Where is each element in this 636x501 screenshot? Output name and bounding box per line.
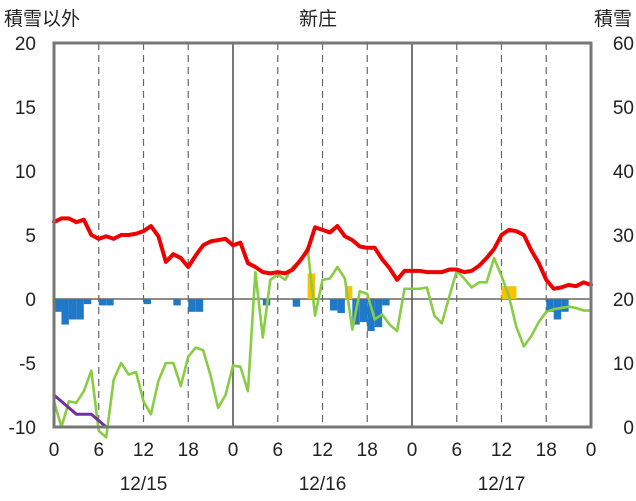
bar (508, 286, 517, 299)
x-tick-label: 0 (586, 440, 597, 461)
x-tick-label: 12 (133, 440, 154, 461)
bar (76, 299, 84, 320)
x-tick-label: 18 (357, 440, 378, 461)
right-tick-label: 40 (613, 162, 634, 183)
date-label: 12/17 (478, 474, 526, 495)
x-tick-label: 0 (407, 440, 418, 461)
left-axis-label: 積雪以外 (4, 8, 80, 30)
x-tick-label: 6 (93, 440, 104, 461)
left-tick-label: -5 (19, 354, 36, 375)
bar (98, 299, 107, 306)
chart-title: 新庄 (299, 8, 337, 30)
bar (501, 286, 509, 299)
x-tick-label: 6 (272, 440, 283, 461)
x-tick-label: 12 (312, 440, 333, 461)
series-line-snow_depth (52, 393, 593, 429)
right-tick-label: 10 (613, 354, 634, 375)
right-tick-label: 60 (613, 34, 634, 55)
bar (83, 299, 92, 305)
bar (546, 299, 554, 312)
bar (561, 299, 569, 312)
right-tick-label: 30 (613, 226, 634, 247)
series-line-dewpoint_or_other (52, 246, 593, 439)
x-tick-label: 12 (491, 440, 512, 461)
bar (382, 299, 390, 306)
left-tick-label: 5 (25, 226, 36, 247)
x-tick-label: 18 (536, 440, 557, 461)
bar (106, 299, 114, 306)
right-tick-label: 50 (613, 98, 634, 119)
bar (329, 299, 338, 311)
left-tick-label: 0 (25, 290, 36, 311)
right-tick-label: 0 (623, 418, 634, 439)
left-tick-label: 15 (15, 98, 36, 119)
bar (374, 299, 383, 328)
x-tick-label: 0 (49, 440, 60, 461)
x-tick-label: 6 (451, 440, 462, 461)
bar (337, 299, 345, 314)
x-tick-label: 18 (178, 440, 199, 461)
date-label: 12/16 (299, 474, 347, 495)
bar (195, 299, 204, 312)
bar (68, 299, 77, 320)
bar (54, 299, 62, 312)
left-tick-label: -10 (9, 418, 36, 439)
bar (143, 299, 151, 305)
right-tick-label: 20 (613, 290, 634, 311)
bar (359, 299, 368, 323)
left-tick-label: 20 (15, 34, 36, 55)
bar (292, 299, 301, 307)
bar (173, 299, 181, 306)
bar (367, 299, 375, 331)
right-axis-label: 積雪 (594, 8, 632, 30)
left-tick-label: 10 (15, 162, 36, 183)
bar (188, 299, 196, 312)
bar (344, 286, 353, 299)
plot-frame (52, 41, 593, 429)
series-line-temperature (52, 216, 593, 291)
date-label: 12/15 (120, 474, 168, 495)
bar (61, 299, 69, 325)
x-tick-label: 0 (228, 440, 239, 461)
